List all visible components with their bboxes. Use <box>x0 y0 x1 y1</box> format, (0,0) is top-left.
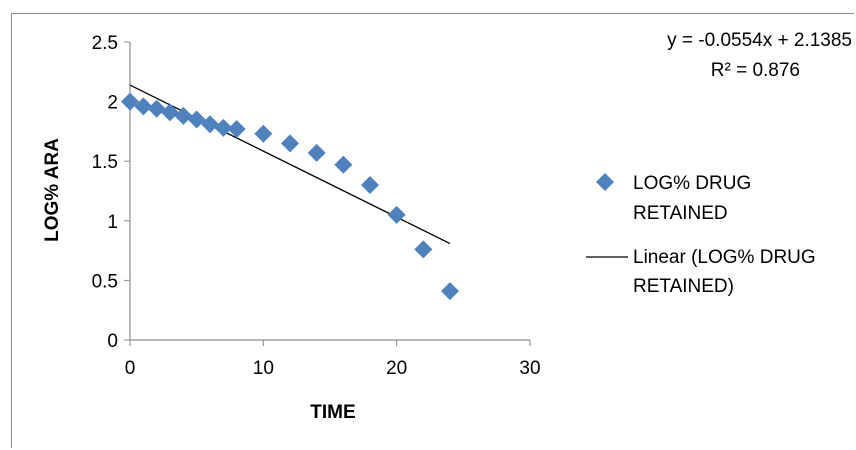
trendline <box>129 84 451 245</box>
x-tick-label: 10 <box>253 358 274 379</box>
data-point <box>361 176 379 195</box>
legend-label-series-line2: RETAINED <box>633 203 728 224</box>
data-point <box>414 240 433 259</box>
x-tick-label: 0 <box>125 358 136 379</box>
y-tick-label: 1.5 <box>92 152 118 173</box>
data-point <box>281 134 299 153</box>
x-tick-label: 30 <box>519 358 540 379</box>
axes <box>129 42 530 341</box>
y-ticks: 0 0.5 1 1.5 2 2.5 <box>92 33 130 352</box>
y-tick-label: 0 <box>107 331 118 352</box>
legend: LOG% DRUG RETAINED Linear (LOG% DRUG RET… <box>586 173 816 297</box>
data-point <box>387 205 406 224</box>
data-point <box>334 155 353 174</box>
data-point <box>121 92 139 111</box>
data-point <box>227 120 246 139</box>
data-point <box>187 110 206 129</box>
trendline-equation: y = -0.0554x + 2.1385 <box>667 30 852 51</box>
x-ticks: 0 10 20 30 <box>125 340 541 379</box>
legend-marker-diamond <box>596 173 614 191</box>
y-tick-label: 2.5 <box>92 33 118 54</box>
data-point <box>147 99 166 118</box>
data-point <box>254 124 273 143</box>
data-point <box>441 282 459 301</box>
legend-label-trend-line2: RETAINED) <box>633 276 734 297</box>
y-axis-title: LOG% ARA <box>42 138 63 242</box>
y-tick-label: 0.5 <box>92 271 118 292</box>
y-tick-label: 1 <box>107 212 118 233</box>
chart-frame <box>11 13 854 448</box>
x-axis-title: TIME <box>310 402 355 423</box>
data-point <box>201 115 219 134</box>
trendline-r-squared: R² = 0.876 <box>710 60 800 81</box>
data-point <box>214 118 233 137</box>
data-point <box>161 103 179 122</box>
y-tick-label: 2 <box>107 93 118 114</box>
data-point <box>307 143 326 162</box>
legend-label-series-line1: LOG% DRUG <box>633 173 751 194</box>
legend-label-trend-line1: Linear (LOG% DRUG <box>633 247 816 268</box>
data-points <box>121 92 459 301</box>
data-point <box>134 97 153 116</box>
data-point <box>174 106 193 125</box>
x-tick-label: 20 <box>386 358 407 379</box>
